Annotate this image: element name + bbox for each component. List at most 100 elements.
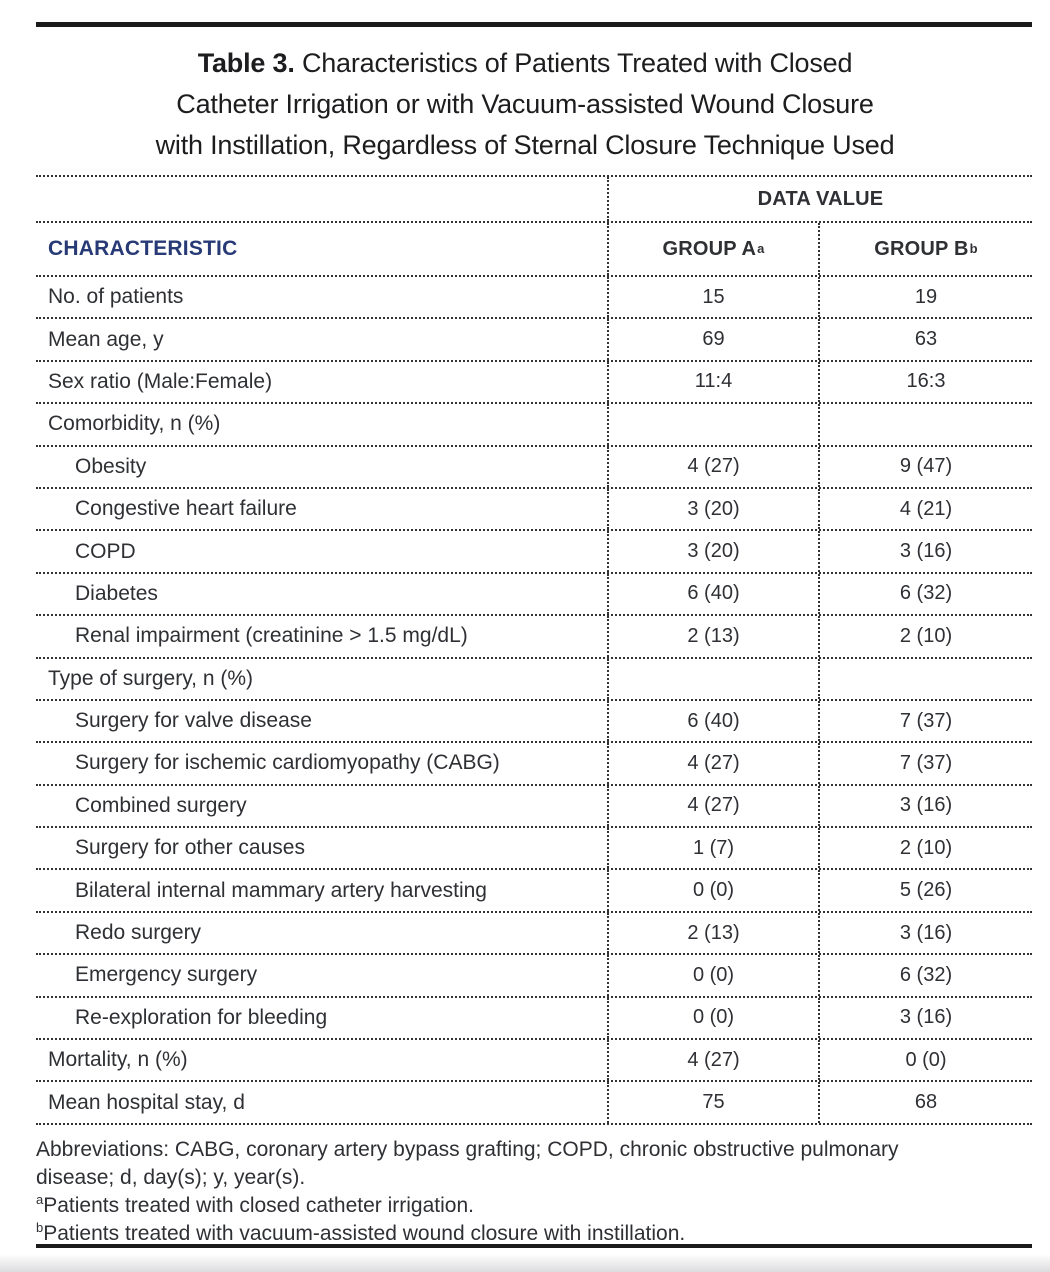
- table-row: Type of surgery, n (%): [36, 658, 1032, 701]
- table-row: COPD 3 (20) 3 (16): [36, 531, 1032, 574]
- table-row: Surgery for valve disease 6 (40) 7 (37): [36, 700, 1032, 744]
- title-line-1-text: Characteristics of Patients Treated with…: [294, 48, 853, 78]
- table-row: Bilateral internal mammary artery harves…: [36, 870, 1032, 913]
- data-value-header: DATA VALUE: [607, 177, 1032, 221]
- value-a: 4 (27): [607, 446, 818, 487]
- value-b: 6 (32): [818, 573, 1032, 615]
- table-row: Congestive heart failure 3 (20) 4 (21): [36, 488, 1032, 532]
- footnote-b: bPatients treated with vacuum-assisted w…: [36, 1220, 1032, 1248]
- table-row: Mortality, n (%) 4 (27) 0 (0): [36, 1040, 1032, 1083]
- value-a: 2 (13): [607, 912, 818, 954]
- value-a: 4 (27): [607, 743, 818, 784]
- table-row: Sex ratio (Male:Female) 11:4 16:3: [36, 361, 1032, 405]
- value-a: 3 (20): [607, 488, 818, 530]
- title-line-2: Catheter Irrigation or with Vacuum-assis…: [176, 89, 874, 119]
- group-b-label: GROUP B: [874, 237, 969, 260]
- footnote-b-text: Patients treated with vacuum-assisted wo…: [43, 1221, 686, 1245]
- value-a: [607, 658, 818, 699]
- row-label: Combined surgery: [75, 793, 247, 817]
- footnote-b-superscript: b: [36, 1219, 44, 1235]
- footnote-a-text: Patients treated with closed catheter ir…: [43, 1193, 474, 1217]
- value-b: 3 (16): [818, 531, 1032, 572]
- value-a: 6 (40): [607, 573, 818, 615]
- table-row: Re-exploration for bleeding 0 (0) 3 (16): [36, 997, 1032, 1041]
- value-a: 0 (0): [607, 870, 818, 911]
- value-b: 7 (37): [818, 743, 1032, 784]
- row-label: Mortality, n (%): [48, 1048, 188, 1072]
- table-row: Diabetes 6 (40) 6 (32): [36, 573, 1032, 617]
- abbreviations-note: Abbreviations: CABG, coronary artery byp…: [36, 1137, 899, 1189]
- row-label: Surgery for other causes: [75, 836, 305, 860]
- group-a-label: GROUP A: [662, 237, 757, 260]
- row-label: Redo surgery: [75, 921, 202, 945]
- value-b: 0 (0): [818, 1040, 1032, 1081]
- value-b: 3 (16): [818, 785, 1032, 827]
- table-row: Renal impairment (creatinine > 1.5 mg/dL…: [36, 616, 1032, 659]
- table-row: Obesity 4 (27) 9 (47): [36, 446, 1032, 489]
- header-row-data-value: DATA VALUE: [36, 177, 1032, 223]
- table-title: Table 3. Characteristics of Patients Tre…: [0, 43, 1050, 166]
- row-label: Sex ratio (Male:Female): [48, 369, 273, 393]
- footnotes: Abbreviations: CABG, coronary artery byp…: [36, 1136, 1032, 1248]
- value-a: 3 (20): [607, 531, 818, 572]
- value-a: [607, 404, 818, 445]
- row-label: Mean age, y: [48, 327, 164, 351]
- value-b: 7 (37): [818, 700, 1032, 742]
- value-b: 3 (16): [818, 912, 1032, 954]
- value-b: 3 (16): [818, 997, 1032, 1039]
- row-label: Diabetes: [75, 581, 158, 605]
- value-b: 16:3: [818, 361, 1032, 403]
- top-rule: [36, 22, 1032, 27]
- table-row: Mean hospital stay, d 75 68: [36, 1082, 1032, 1125]
- table-row: No. of patients 15 19: [36, 277, 1032, 320]
- value-a: 6 (40): [607, 700, 818, 742]
- table-row: Mean age, y 69 63: [36, 319, 1032, 362]
- value-a: 4 (27): [607, 785, 818, 827]
- value-a: 69: [607, 319, 818, 360]
- value-a: 75: [607, 1082, 818, 1123]
- value-a: 2 (13): [607, 616, 818, 657]
- value-b: 5 (26): [818, 870, 1032, 911]
- row-label: Type of surgery, n (%): [48, 666, 254, 690]
- row-label: Renal impairment (creatinine > 1.5 mg/dL…: [75, 624, 468, 648]
- table-row: Surgery for ischemic cardiomyopathy (CAB…: [36, 743, 1032, 786]
- row-label: No. of patients: [48, 285, 184, 309]
- value-b: 9 (47): [818, 446, 1032, 487]
- value-b: [818, 658, 1032, 699]
- header-empty-cell: [36, 177, 607, 221]
- page-edge-shadow: [0, 1254, 1050, 1272]
- row-label: Congestive heart failure: [75, 497, 297, 521]
- value-b: 68: [818, 1082, 1032, 1123]
- table-row: Surgery for other causes 1 (7) 2 (10): [36, 828, 1032, 871]
- row-label: Bilateral internal mammary artery harves…: [75, 878, 487, 902]
- value-b: 2 (10): [818, 616, 1032, 657]
- row-label: Obesity: [75, 454, 147, 478]
- value-b: 19: [818, 277, 1032, 318]
- value-a: 1 (7): [607, 828, 818, 869]
- table-body: No. of patients 15 19 Mean age, y 69 63 …: [36, 277, 1032, 1125]
- table-row: Redo surgery 2 (13) 3 (16): [36, 912, 1032, 956]
- row-label: Surgery for ischemic cardiomyopathy (CAB…: [75, 751, 500, 775]
- bottom-rule: [36, 1244, 1032, 1248]
- value-a: 15: [607, 277, 818, 318]
- value-b: 63: [818, 319, 1032, 360]
- table-row: Comorbidity, n (%): [36, 404, 1032, 447]
- row-label: Emergency surgery: [75, 963, 258, 987]
- row-label: COPD: [75, 539, 136, 563]
- table-row: Combined surgery 4 (27) 3 (16): [36, 785, 1032, 829]
- row-label: Re-exploration for bleeding: [75, 1005, 328, 1029]
- row-label: Mean hospital stay, d: [48, 1090, 245, 1114]
- row-label: Comorbidity, n (%): [48, 412, 221, 436]
- value-b: [818, 404, 1032, 445]
- value-b: 2 (10): [818, 828, 1032, 869]
- table-number-label: Table 3.: [197, 48, 295, 78]
- value-a: 4 (27): [607, 1040, 818, 1081]
- value-a: 0 (0): [607, 955, 818, 996]
- row-label: Surgery for valve disease: [75, 709, 312, 733]
- value-a: 0 (0): [607, 997, 818, 1039]
